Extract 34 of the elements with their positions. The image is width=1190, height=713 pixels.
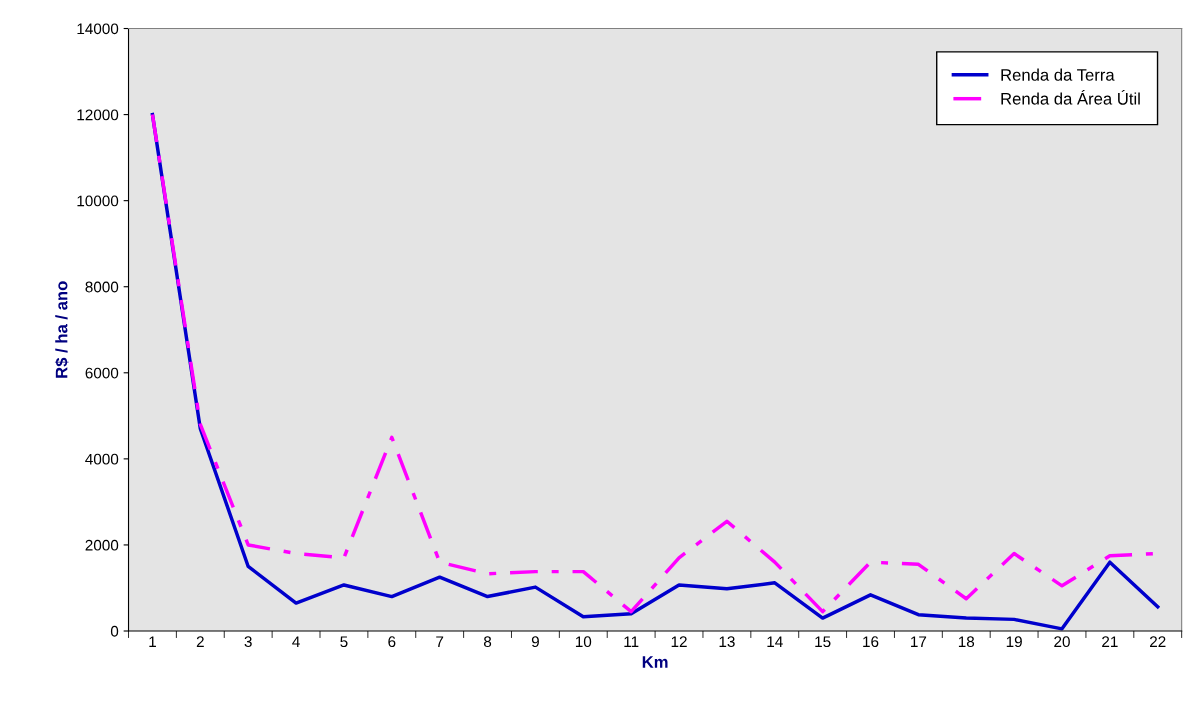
x-tick-label: 19 [1006, 636, 1022, 648]
x-tick-label: 7 [436, 636, 444, 647]
x-tick-label: 10 [575, 636, 592, 648]
y-tick-label: 2000 [85, 539, 119, 551]
x-tick-label: 13 [719, 636, 735, 648]
x-tick-label: 17 [911, 636, 927, 647]
x-axis-title: Km [642, 656, 668, 668]
x-tick-label: 1 [149, 636, 156, 647]
x-tick-label: 18 [958, 636, 975, 648]
legend-label: Renda da Área Útil [1001, 90, 1140, 105]
legend-label: Renda da Terra [1001, 68, 1115, 81]
x-tick-label: 21 [1102, 636, 1118, 647]
y-tick-label: 12000 [77, 109, 119, 121]
y-tick-label: 6000 [85, 367, 119, 379]
x-tick-label: 4 [292, 636, 300, 647]
y-tick-label: 10000 [77, 195, 119, 207]
x-tick-label: 9 [531, 636, 539, 648]
x-tick-label: 2 [196, 636, 204, 647]
x-tick-label: 5 [340, 636, 348, 648]
x-tick-label: 15 [815, 636, 831, 648]
x-tick-label: 3 [244, 636, 252, 648]
x-tick-label: 14 [767, 636, 783, 647]
x-tick-label: 11 [624, 636, 639, 647]
y-tick-label: 8000 [85, 281, 119, 293]
x-tick-label: 20 [1054, 636, 1070, 648]
x-tick-label: 22 [1150, 636, 1166, 647]
x-tick-label: 8 [483, 636, 492, 648]
y-tick-label: 14000 [77, 23, 119, 35]
x-tick-label: 12 [671, 636, 687, 647]
y-tick-label: 0 [110, 625, 119, 637]
x-tick-label: 6 [388, 636, 396, 648]
x-tick-label: 16 [863, 636, 879, 648]
y-tick-label: 4000 [85, 453, 119, 465]
y-axis-title: R$ / ha / ano [54, 281, 69, 378]
